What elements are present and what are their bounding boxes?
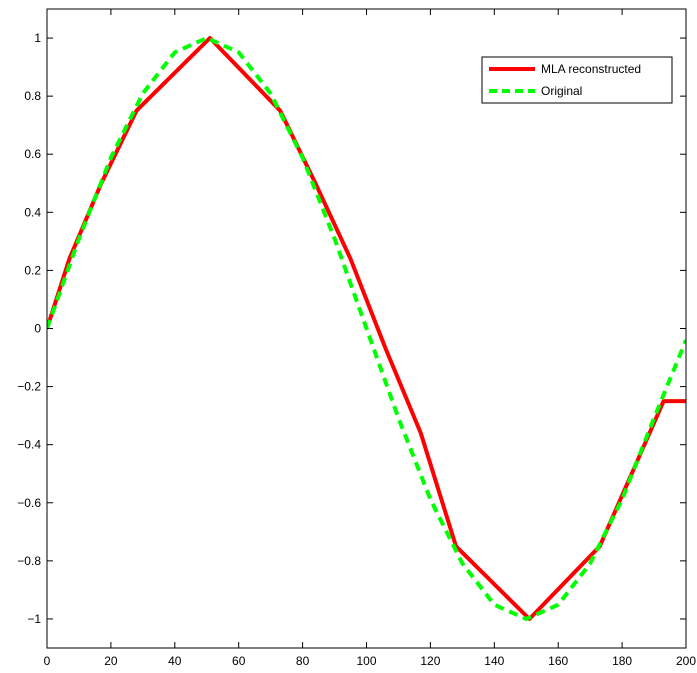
- y-tick-label: −1: [27, 612, 41, 626]
- y-tick-label: 0.8: [24, 89, 41, 103]
- legend-label: Original: [541, 84, 582, 98]
- x-tick-label: 140: [484, 654, 504, 668]
- y-tick-label: 0.2: [24, 263, 41, 277]
- y-tick-label: −0.8: [17, 554, 41, 568]
- series-line-original: [47, 36, 686, 621]
- y-tick-label: −0.2: [17, 380, 41, 394]
- x-tick-label: 160: [548, 654, 568, 668]
- y-tick-label: 0: [34, 322, 41, 336]
- x-tick-label: 40: [168, 654, 182, 668]
- x-tick-label: 20: [104, 654, 118, 668]
- plot-lines: [47, 36, 686, 621]
- y-tick-label: −0.4: [17, 438, 41, 452]
- axis-ticks: 0 20 40 60 80 100 120 140 160 180 200 −1 −0.8 −0.6 −0.…: [17, 9, 696, 668]
- y-tick-label: 0.6: [24, 147, 41, 161]
- y-tick-label: −0.6: [17, 496, 41, 510]
- legend: MLA reconstructed Original: [481, 56, 673, 104]
- legend-label: MLA reconstructed: [541, 62, 641, 76]
- x-tick-label: 120: [420, 654, 440, 668]
- x-tick-label: 180: [612, 654, 632, 668]
- x-tick-label: 80: [296, 654, 310, 668]
- x-tick-label: 200: [676, 654, 696, 668]
- y-tick-label: 1: [34, 31, 41, 45]
- y-tick-label: 0.4: [24, 205, 41, 219]
- x-tick-label: 0: [44, 654, 51, 668]
- legend-box: [481, 56, 673, 104]
- x-tick-label: 100: [356, 654, 376, 668]
- x-tick-label: 60: [232, 654, 246, 668]
